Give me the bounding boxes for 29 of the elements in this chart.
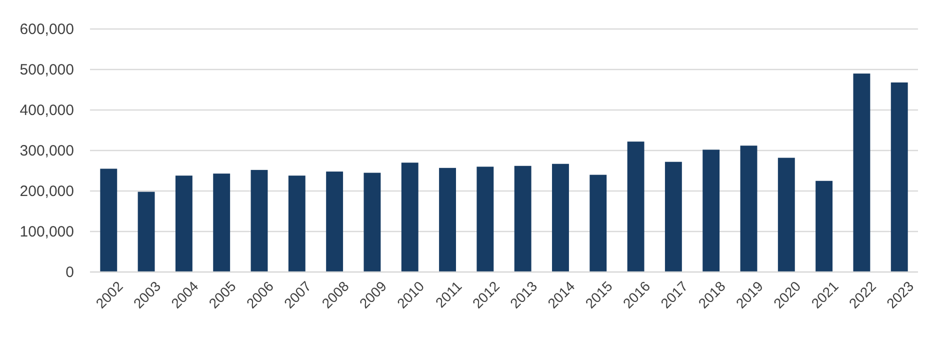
bar: [138, 192, 155, 272]
y-tick-label: 400,000: [20, 102, 74, 119]
bar: [627, 142, 644, 272]
bar: [778, 158, 795, 272]
bar: [326, 172, 344, 272]
bar: [740, 146, 758, 272]
y-tick-label: 600,000: [20, 20, 74, 38]
y-tick-label: 500,000: [20, 61, 74, 78]
bar: [439, 168, 456, 272]
bar: [213, 174, 230, 272]
bar: [702, 150, 720, 272]
bar: [552, 164, 569, 272]
bar: [288, 176, 306, 272]
bar: [175, 176, 192, 272]
y-tick-label: 100,000: [20, 223, 74, 240]
bar: [853, 74, 870, 272]
y-tick-label: 0: [66, 264, 74, 281]
bar: [401, 162, 418, 272]
bar: [476, 166, 494, 272]
bar: [664, 162, 682, 272]
bar: [590, 174, 607, 272]
bar: [250, 170, 268, 272]
bar: [100, 168, 118, 272]
y-tick-label: 300,000: [20, 142, 74, 160]
bar: [890, 82, 908, 272]
y-tick-label: 200,000: [20, 182, 74, 200]
bar: [364, 172, 381, 272]
bar: [514, 166, 532, 272]
bar: [816, 180, 833, 272]
